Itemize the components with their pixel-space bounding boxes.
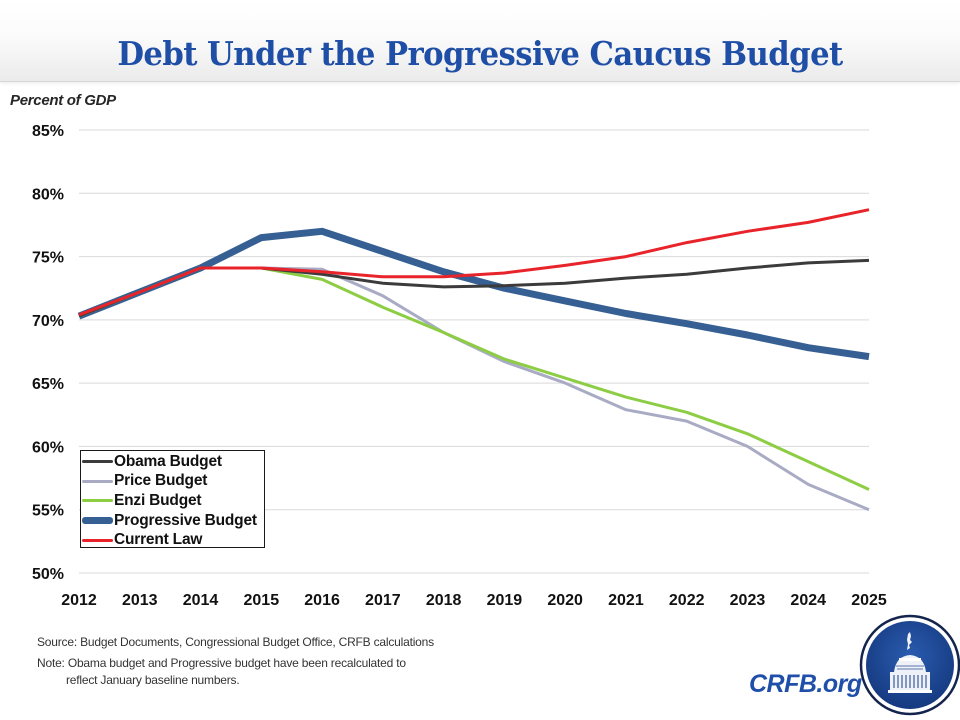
chart-title: Debt Under the Progressive Caucus Budget [117, 34, 843, 73]
legend-item-price: Price Budget [81, 472, 264, 492]
capitol-dome-seal-icon [859, 614, 960, 716]
x-tick-label: 2016 [304, 592, 340, 609]
legend-swatch-progressive [82, 517, 113, 525]
legend-item-progressive: Progressive Budget [81, 511, 264, 531]
crfb-brand-link[interactable]: CRFB.org [749, 670, 862, 698]
legend-label: Enzi Budget [114, 491, 202, 509]
x-tick-label: 2012 [61, 592, 97, 609]
x-tick-label: 2022 [669, 592, 705, 609]
y-tick-label: 85% [32, 123, 64, 140]
line-chart: 50%55%60%65%70%75%80%85% 2012 2013 2014 201… [32, 123, 887, 609]
legend-item-current-law: Current Law [81, 530, 264, 550]
y-tick-label: 70% [32, 313, 64, 330]
gridlines [79, 129, 869, 574]
y-tick-label: 75% [32, 250, 64, 267]
legend-swatch-price [82, 479, 113, 483]
legend-item-enzi: Enzi Budget [81, 491, 264, 511]
legend-label: Progressive Budget [114, 511, 257, 529]
legend-swatch-obama [82, 460, 113, 464]
y-tick-label: 50% [32, 566, 64, 583]
y-axis-title: Percent of GDP [10, 92, 116, 109]
source-note: Source: Budget Documents, Congressional … [37, 635, 434, 649]
x-tick-label: 2023 [730, 592, 766, 609]
legend-label: Price Budget [114, 472, 208, 490]
legend-label: Current Law [114, 531, 203, 549]
x-tick-label: 2018 [426, 592, 462, 609]
x-tick-label: 2020 [547, 592, 583, 609]
x-tick-label: 2024 [790, 592, 826, 609]
chart-legend: Obama Budget Price Budget Enzi Budget Pr… [80, 450, 265, 548]
slide-header: Debt Under the Progressive Caucus Budget [0, 0, 960, 82]
footnote-line-1: Note: Obama budget and Progressive budge… [37, 656, 406, 670]
x-tick-label: 2015 [244, 592, 280, 609]
y-tick-label: 60% [32, 439, 64, 456]
x-tick-label: 2021 [608, 592, 644, 609]
legend-swatch-current-law [82, 538, 113, 542]
series-lines [77, 208, 870, 512]
y-tick-label: 65% [32, 376, 64, 393]
x-tick-label: 2017 [365, 592, 401, 609]
y-tick-label: 80% [32, 186, 64, 203]
x-tick-label: 2013 [122, 592, 158, 609]
legend-swatch-enzi [82, 499, 113, 503]
legend-item-obama: Obama Budget [81, 452, 264, 472]
legend-label: Obama Budget [114, 452, 222, 470]
footnote-line-2: reflect January baseline numbers. [66, 673, 240, 687]
y-axis-ticks: 50% 55% 60% 65% 70% 75% 80% 85% [32, 123, 64, 583]
x-tick-label: 2019 [487, 592, 523, 609]
series-line-progressive-budget [77, 227, 870, 361]
series-line-current-law [78, 208, 870, 317]
x-axis-ticks: 2012 2013 2014 2015 2016 2017 2018 2019 2020 2021… [61, 592, 887, 609]
y-tick-label: 55% [32, 503, 64, 520]
x-tick-label: 2014 [183, 592, 219, 609]
x-tick-label: 2025 [851, 592, 887, 609]
